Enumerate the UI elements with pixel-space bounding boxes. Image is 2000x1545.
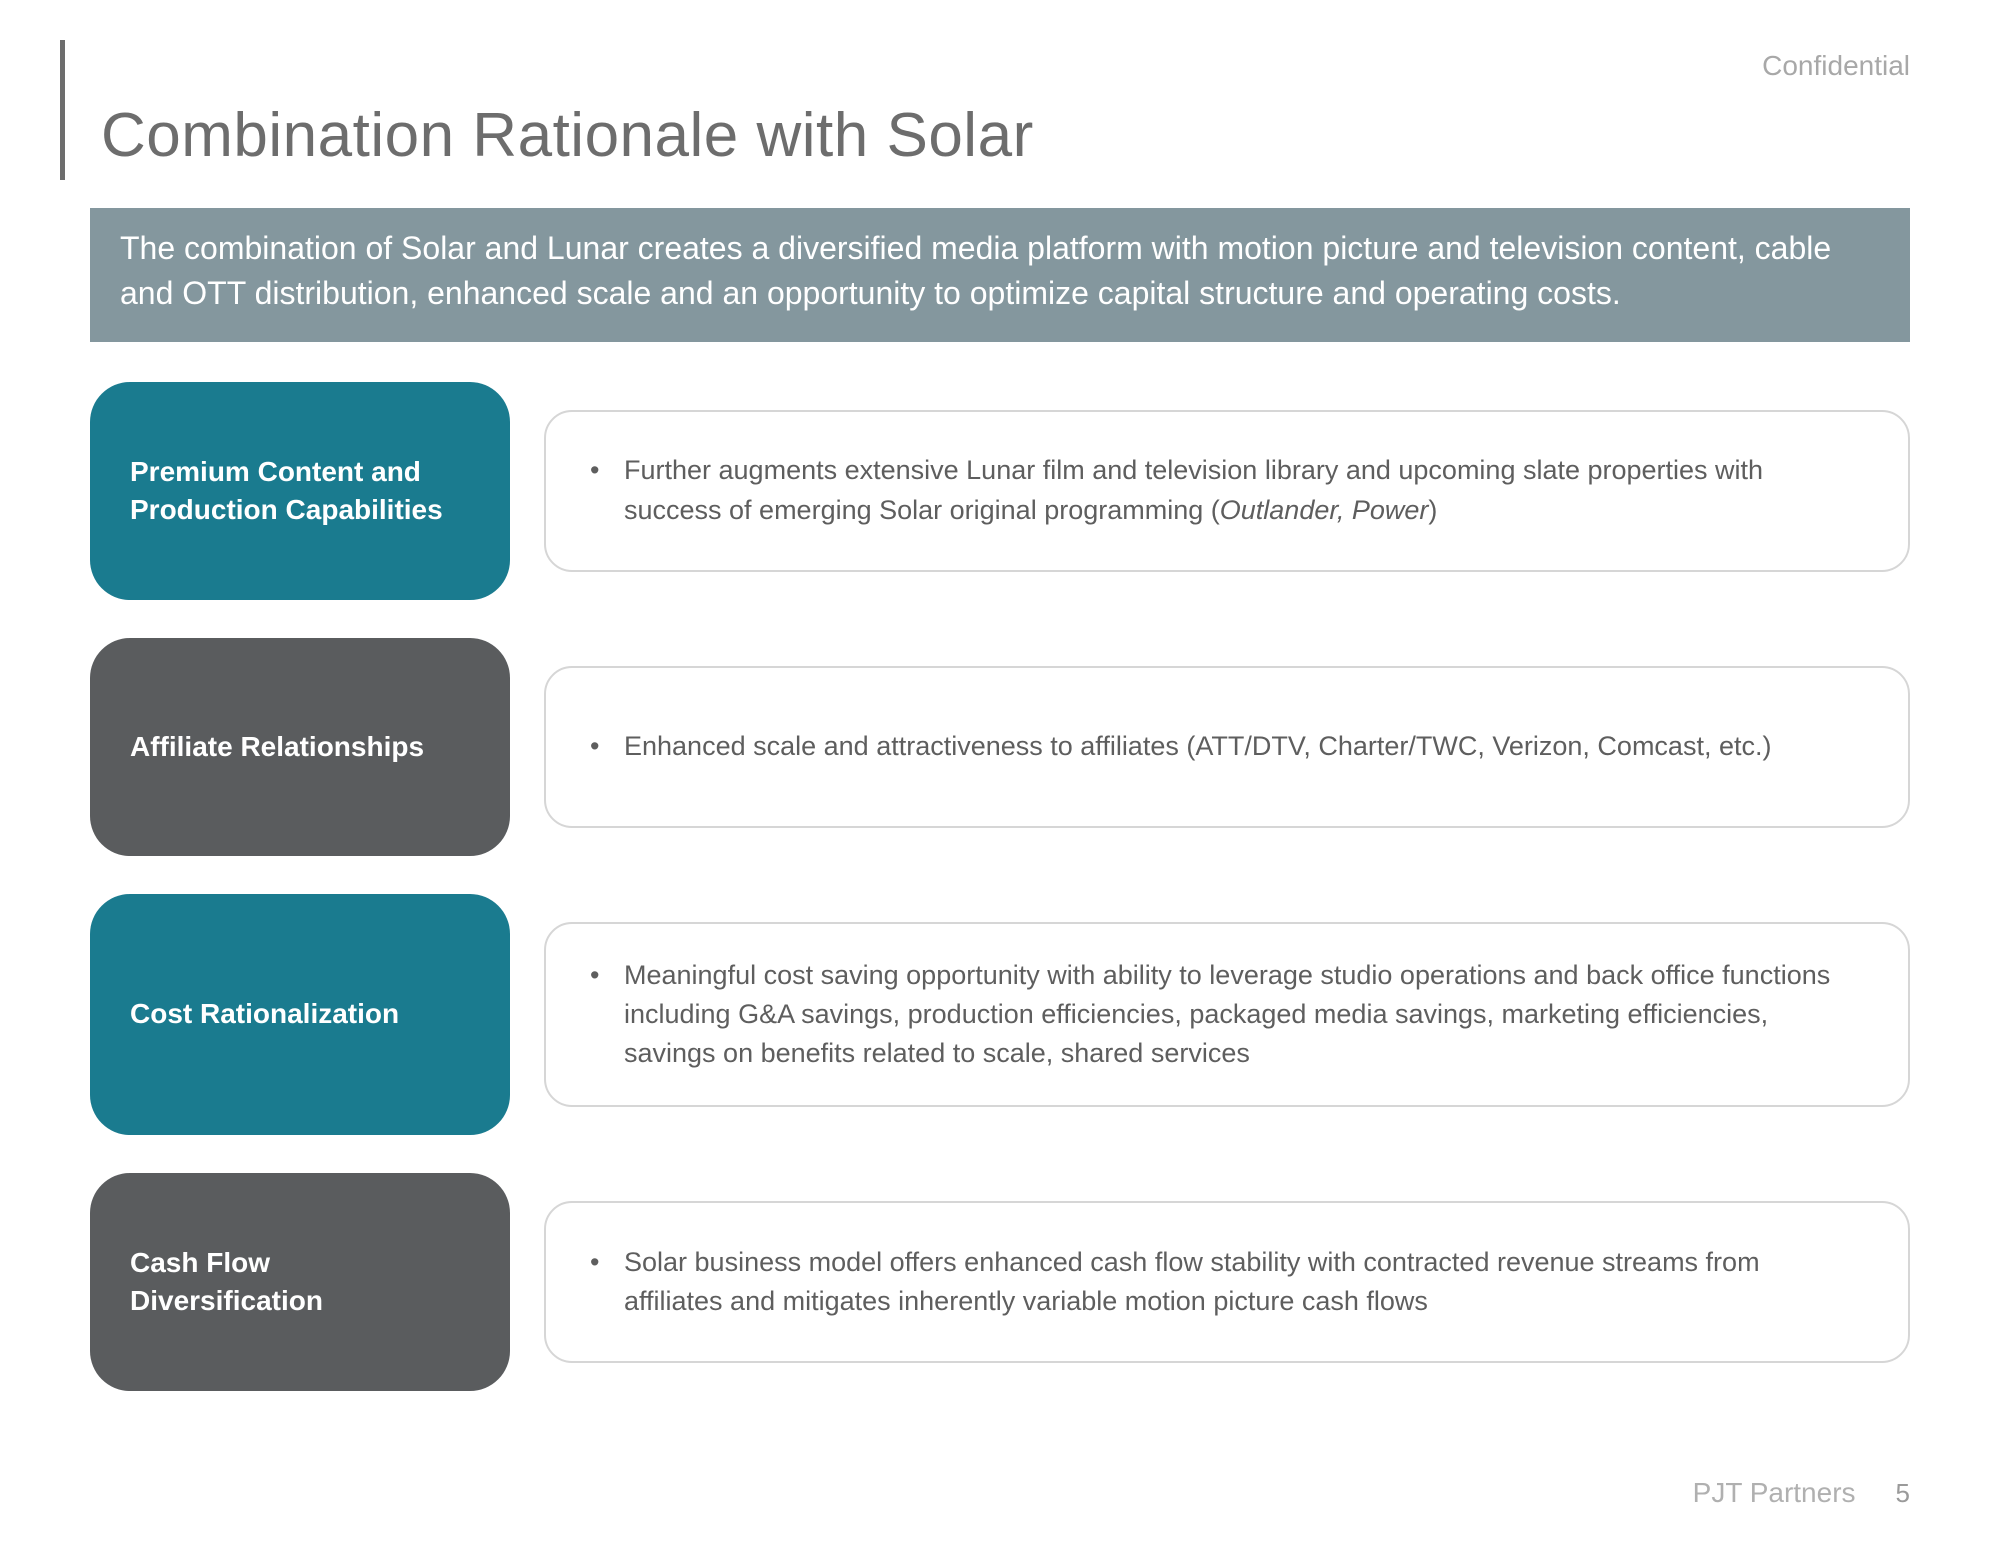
bullet-text: Meaningful cost saving opportunity with … xyxy=(624,960,1830,1068)
rationale-rows: Premium Content and Production Capabilit… xyxy=(90,382,1910,1391)
bullet-list: Meaningful cost saving opportunity with … xyxy=(576,956,1864,1073)
bullet-text: Solar business model offers enhanced cas… xyxy=(624,1247,1760,1316)
row-label: Affiliate Relationships xyxy=(90,638,510,856)
page-number: 5 xyxy=(1896,1478,1910,1509)
bullet-item: Meaningful cost saving opportunity with … xyxy=(576,956,1864,1073)
row-content: Meaningful cost saving opportunity with … xyxy=(544,922,1910,1107)
bullet-text: Enhanced scale and attractiveness to aff… xyxy=(624,731,1771,761)
bullet-italic: Outlander, Power xyxy=(1220,495,1429,525)
rationale-row: Cash Flow Diversification Solar business… xyxy=(90,1173,1910,1391)
footer: PJT Partners 5 xyxy=(1693,1477,1910,1509)
bullet-item: Further augments extensive Lunar film an… xyxy=(576,451,1864,529)
bullet-list: Solar business model offers enhanced cas… xyxy=(576,1243,1864,1321)
bullet-list: Enhanced scale and attractiveness to aff… xyxy=(576,727,1864,766)
bullet-item: Solar business model offers enhanced cas… xyxy=(576,1243,1864,1321)
title-wrap: Combination Rationale with Solar xyxy=(60,60,1930,180)
rationale-row: Cost Rationalization Meaningful cost sav… xyxy=(90,894,1910,1135)
row-label: Cash Flow Diversification xyxy=(90,1173,510,1391)
bullet-list: Further augments extensive Lunar film an… xyxy=(576,451,1864,529)
row-label: Cost Rationalization xyxy=(90,894,510,1135)
footer-brand: PJT Partners xyxy=(1693,1477,1856,1509)
row-content: Enhanced scale and attractiveness to aff… xyxy=(544,666,1910,828)
rationale-row: Premium Content and Production Capabilit… xyxy=(90,382,1910,600)
row-content: Further augments extensive Lunar film an… xyxy=(544,410,1910,572)
confidential-label: Confidential xyxy=(1762,50,1910,82)
title-accent-bar xyxy=(60,40,65,180)
page-title: Combination Rationale with Solar xyxy=(101,100,1034,171)
summary-banner: The combination of Solar and Lunar creat… xyxy=(90,208,1910,342)
bullet-item: Enhanced scale and attractiveness to aff… xyxy=(576,727,1864,766)
rationale-row: Affiliate Relationships Enhanced scale a… xyxy=(90,638,1910,856)
row-label: Premium Content and Production Capabilit… xyxy=(90,382,510,600)
bullet-text: Further augments extensive Lunar film an… xyxy=(624,455,1763,524)
bullet-text-post: ) xyxy=(1428,495,1437,525)
row-content: Solar business model offers enhanced cas… xyxy=(544,1201,1910,1363)
